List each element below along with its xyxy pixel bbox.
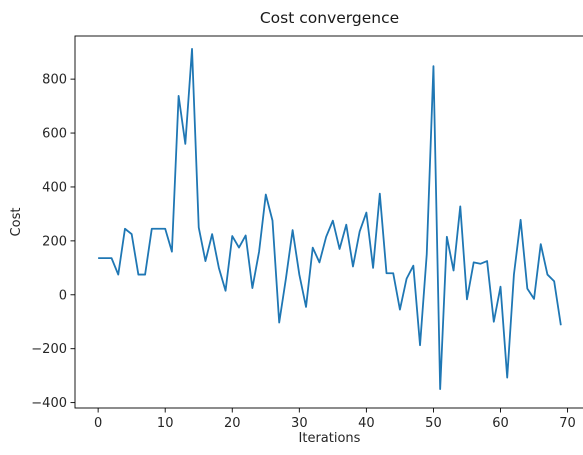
x-tick-label: 40 bbox=[358, 416, 375, 431]
y-tick-label: 800 bbox=[42, 73, 67, 88]
x-tick-label: 50 bbox=[425, 416, 442, 431]
x-tick-label: 10 bbox=[157, 416, 174, 431]
y-tick-label: 400 bbox=[42, 180, 67, 195]
y-axis-label: Cost bbox=[9, 208, 24, 237]
y-axis-ticks: −400 −200 0 200 400 600 800 bbox=[31, 73, 75, 411]
x-tick-label: 0 bbox=[94, 416, 102, 431]
y-tick-label: −400 bbox=[31, 396, 67, 411]
x-tick-label: 30 bbox=[291, 416, 308, 431]
series-line-0 bbox=[98, 48, 562, 391]
series-layer bbox=[98, 48, 562, 391]
y-tick-label: 200 bbox=[42, 234, 67, 249]
x-tick-label: 70 bbox=[559, 416, 576, 431]
plot-area-frame bbox=[74, 35, 583, 409]
chart-title: Cost convergence bbox=[260, 9, 399, 27]
x-tick-label: 60 bbox=[492, 416, 509, 431]
x-axis-label: Iterations bbox=[299, 431, 361, 446]
y-tick-label: 0 bbox=[59, 288, 67, 303]
y-tick-label: 600 bbox=[42, 127, 67, 142]
x-axis-ticks: 0 10 20 30 40 50 60 70 bbox=[94, 408, 576, 431]
y-tick-label: −200 bbox=[31, 342, 67, 357]
x-tick-label: 20 bbox=[224, 416, 241, 431]
